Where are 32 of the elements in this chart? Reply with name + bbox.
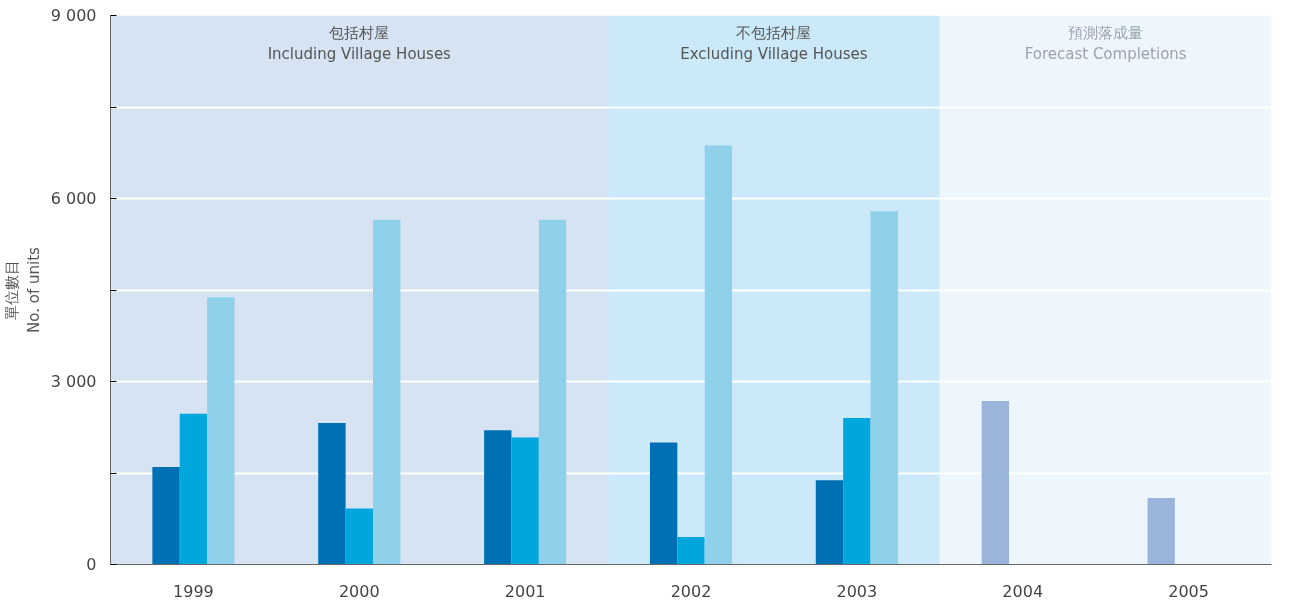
x-tick-label: 1999	[173, 581, 214, 601]
bar	[318, 422, 346, 565]
band-label: 預測落成量 Forecast Completions	[1024, 23, 1187, 64]
y-tick-label: 9 000	[50, 6, 97, 25]
x-tick-label: 2002	[670, 581, 712, 601]
x-tick-label: 2001	[504, 581, 546, 601]
bar	[815, 480, 844, 565]
band-label: 包括村屋 Including Village Houses	[267, 23, 452, 64]
bar	[538, 219, 567, 565]
x-tick-label: 2004	[1002, 581, 1044, 601]
bar	[677, 537, 705, 565]
x-tick-label: 2005	[1168, 581, 1209, 601]
bar	[511, 437, 539, 565]
bar	[484, 430, 512, 565]
bar	[179, 413, 208, 565]
x-tick-label: 2000	[338, 581, 380, 601]
y-tick-label: 3 000	[50, 372, 97, 391]
bar	[345, 508, 373, 565]
bar	[704, 145, 733, 565]
bar	[843, 418, 871, 565]
bar	[152, 466, 180, 565]
x-tick-label: 2003	[836, 581, 878, 601]
bar	[649, 442, 678, 565]
bar	[981, 401, 1010, 565]
bar	[870, 211, 898, 565]
bar	[207, 297, 235, 565]
band-label: 不包括村屋 Excluding Village Houses	[680, 23, 868, 64]
bar	[1147, 498, 1175, 565]
y-tick-label: 6 000	[50, 189, 97, 208]
y-axis-title: 單位數目 No. of units	[3, 246, 43, 333]
bar	[372, 219, 401, 565]
y-tick-label: 0	[86, 555, 97, 574]
